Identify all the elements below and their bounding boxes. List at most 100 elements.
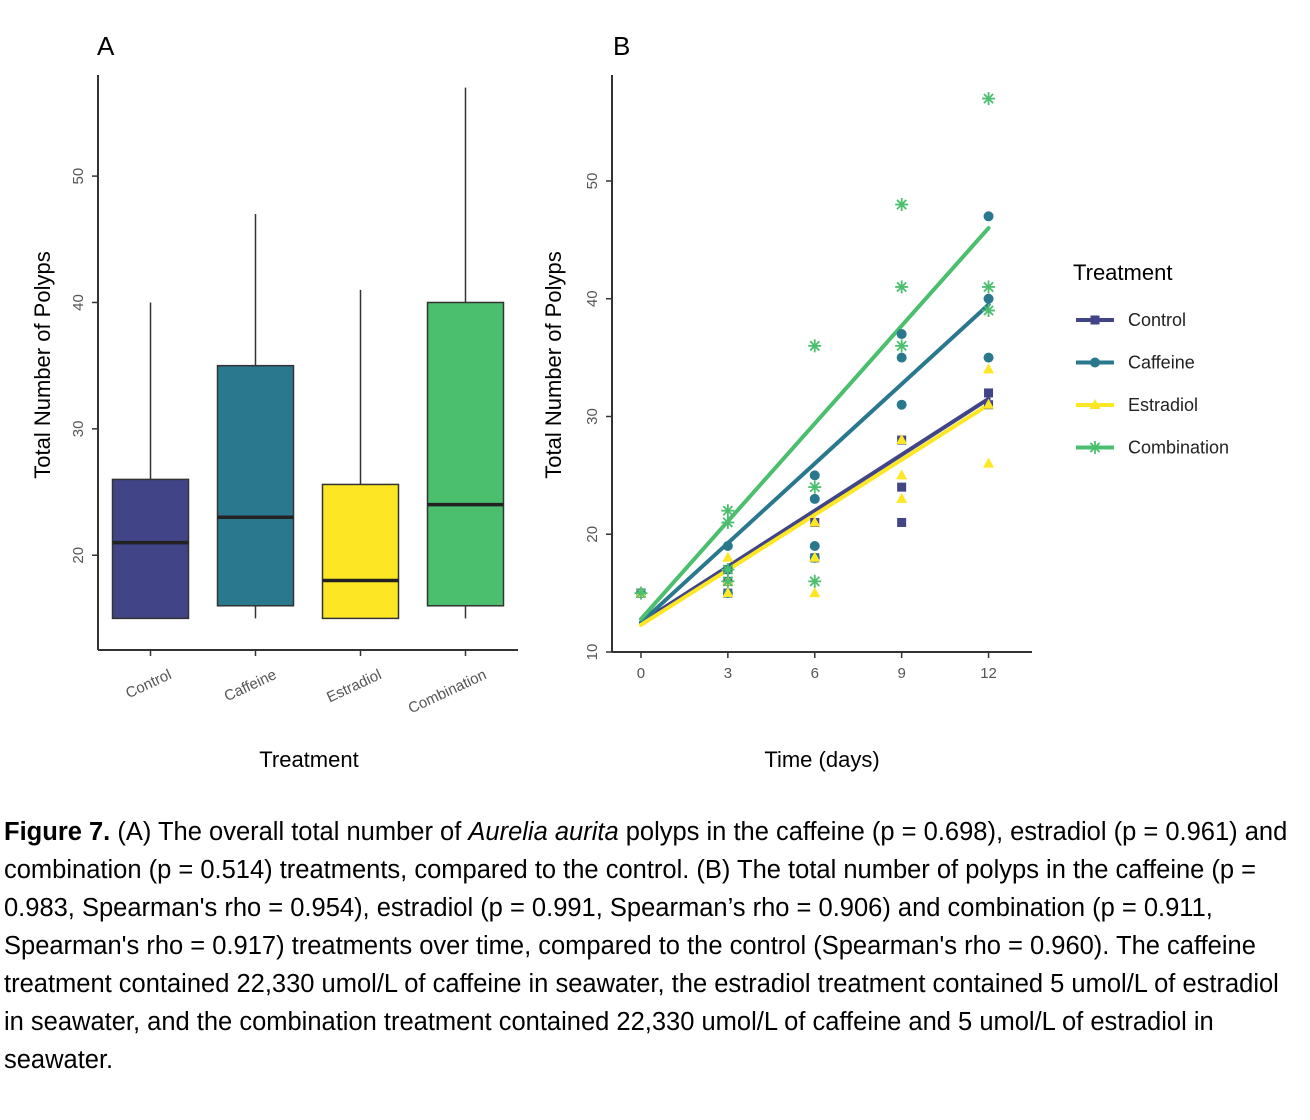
trend-line-control [638,396,991,625]
y-tick-label-10: 10 [584,644,601,661]
point-estradiol-4 [809,587,821,598]
x-tick-label-12: 12 [980,665,997,682]
point-estradiol-1 [722,587,734,598]
box-estradiol [321,289,400,620]
y-axis-ticks: 10 20 30 40 50 [584,173,612,661]
point-combination-2 [721,563,735,577]
point-caffeine-3 [722,541,733,552]
legend-item-estradiol: Estradiol [1076,395,1198,415]
point-combination-4 [721,504,735,518]
legend-label-combination: Combination [1128,438,1229,458]
point-combination-12 [982,280,996,294]
point-combination-7 [808,339,822,353]
point-caffeine-12 [983,293,994,304]
x-tick-label-6: 6 [811,665,819,682]
point-combination-11 [982,304,996,318]
legend-label-control: Control [1128,310,1186,330]
point-control-7 [897,482,907,492]
series-combination [634,92,996,600]
point-combination-5 [808,574,822,588]
x-tick-label-9: 9 [897,665,905,682]
point-estradiol-11 [983,398,995,409]
x-axis-title: Treatment [259,747,358,772]
caption-text-start: (A) The overall total number of [110,818,469,846]
point-combination-8 [895,339,909,353]
trend-lines [638,226,991,627]
point-estradiol-10 [983,457,995,468]
point-combination-3 [721,515,735,529]
legend-marker-control [1090,315,1100,325]
y-axis-ticks: 20 30 40 50 [70,168,98,564]
point-combination-6 [808,480,822,494]
legend-item-control: Control [1076,310,1186,330]
figure-caption: Figure 7. (A) The overall total number o… [4,813,1300,1079]
caption-species-name: Aurelia aurita [468,818,619,846]
x-axis-title: Time (days) [764,747,879,772]
legend-title: Treatment [1073,260,1172,285]
y-tick-label-50: 50 [70,168,87,185]
point-estradiol-8 [896,469,908,480]
box-caffeine [216,214,295,619]
point-combination-1 [721,574,735,588]
point-estradiol-3 [722,551,734,562]
y-tick-label-40: 40 [70,294,87,311]
x-tick-label-combination: Combination [406,666,490,717]
x-tick-label-0: 0 [637,665,645,682]
legend-label-estradiol: Estradiol [1128,395,1198,415]
point-estradiol-5 [809,551,821,562]
series-caffeine [635,211,994,599]
panel-label-b: B [613,31,630,61]
point-estradiol-12 [983,363,995,374]
box-combination [426,87,505,619]
point-estradiol-9 [896,434,908,445]
legend-marker-caffeine [1090,357,1100,368]
boxplot-chart: A 20 30 40 50 Control Caffeine Estradiol Combi… [30,31,518,772]
legend-item-caffeine: Caffeine [1076,353,1195,373]
panel-label-a: A [97,31,115,61]
series-estradiol [635,363,995,598]
box-body-caffeine [216,364,295,607]
scatter-chart: B 10 20 30 40 50 0 3 6 9 12 Total Number of Poly… [541,31,1229,772]
legend-marker-combination [1088,441,1102,454]
x-tick-label-3: 3 [724,665,732,682]
x-axis-ticks: 0 3 6 9 12 [637,652,997,682]
point-control-9 [984,388,994,398]
legend-label-caffeine: Caffeine [1128,353,1195,373]
y-tick-label-30: 30 [70,421,87,438]
x-tick-label-estradiol: Estradiol [324,666,384,706]
legend-item-combination: Combination [1076,438,1229,458]
box-body-estradiol [321,483,400,620]
point-caffeine-11 [983,352,994,363]
point-caffeine-9 [896,352,907,363]
point-caffeine-8 [896,399,907,410]
box-control [111,302,190,620]
box-body-combination [426,301,505,607]
point-caffeine-13 [983,211,994,222]
y-tick-label-20: 20 [70,547,87,564]
trend-line-combination [638,226,991,622]
y-axis-title-b: Total Number of Polyps [541,251,566,478]
box-body-control [111,478,190,620]
point-control-6 [897,517,907,527]
y-tick-label-50: 50 [584,173,601,190]
y-axis-title: Total Number of Polyps [30,251,55,478]
point-caffeine-7 [809,470,820,481]
y-tick-label-40: 40 [584,290,601,307]
caption-text-end: polyps in the caffeine (p = 0.698), estr… [4,818,1288,1074]
point-caffeine-10 [896,329,907,340]
point-caffeine-5 [809,541,820,552]
point-combination-0 [634,586,648,600]
trend-line-estradiol [638,402,991,627]
trend-line-caffeine [638,302,991,625]
point-estradiol-7 [896,492,908,503]
scatter-points [634,92,996,600]
caption-figure-label: Figure 7. [4,818,111,846]
point-estradiol-6 [809,516,821,527]
point-caffeine-6 [809,493,820,504]
x-tick-label-caffeine: Caffeine [222,666,280,705]
x-axis-ticks: Control Caffeine Estradiol Combination [123,650,489,717]
point-combination-10 [895,198,909,212]
point-combination-13 [982,92,996,106]
point-combination-9 [895,280,909,294]
y-tick-label-20: 20 [584,526,601,543]
